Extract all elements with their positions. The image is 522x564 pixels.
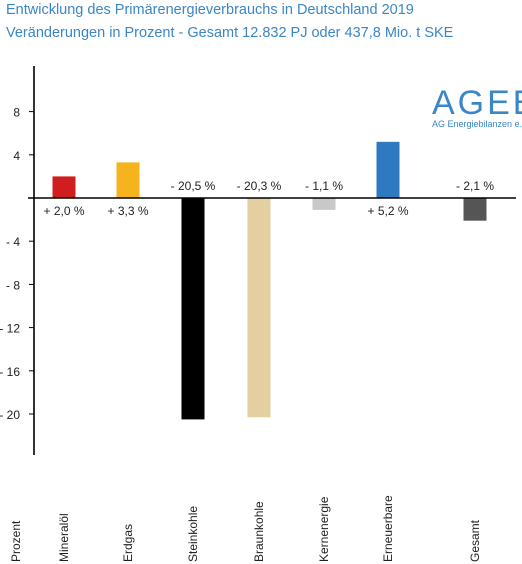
category-label: Erneuerbare — [381, 495, 395, 562]
chart-subtitle: Veränderungen in Prozent - Gesamt 12.832… — [6, 25, 454, 41]
logo-name: AGEB — [432, 84, 522, 122]
bar — [312, 198, 336, 210]
bar — [116, 162, 140, 198]
y-tick-label: - 8 — [6, 278, 20, 292]
y-tick-label: - 12 — [0, 322, 20, 336]
category-label: Steinkohle — [186, 506, 200, 562]
category-label: Mineralöl — [57, 513, 71, 562]
bar — [52, 176, 76, 198]
y-tick-label: - 4 — [6, 235, 20, 249]
data-label: - 2,1 % — [456, 179, 494, 193]
data-label: + 2,0 % — [43, 204, 84, 218]
data-label: + 5,2 % — [367, 204, 408, 218]
bar — [463, 198, 487, 221]
y-tick-label: - 16 — [0, 365, 20, 379]
chart-title: Entwicklung des Primärenergieverbrauchs … — [6, 2, 414, 18]
category-label: Braunkohle — [252, 501, 266, 562]
data-label: - 1,1 % — [305, 179, 343, 193]
y-tick-label: - 20 — [0, 408, 20, 422]
data-label: - 20,3 % — [237, 179, 282, 193]
data-label: - 20,5 % — [171, 179, 216, 193]
category-label: Kernenergie — [317, 496, 331, 562]
category-label: Gesamt — [468, 519, 482, 562]
y-tick-label: 4 — [13, 149, 20, 163]
ageb-logo: AGEB AG Energiebilanzen e.V. — [432, 84, 522, 129]
category-label: Erdgas — [121, 524, 135, 562]
data-label: + 3,3 % — [107, 204, 148, 218]
bar — [376, 141, 400, 198]
y-axis-label: Prozent — [9, 520, 23, 562]
bar — [247, 198, 271, 418]
y-tick-label: 8 — [13, 106, 20, 120]
logo-subtitle: AG Energiebilanzen e.V. — [432, 119, 522, 129]
bar — [181, 198, 205, 420]
